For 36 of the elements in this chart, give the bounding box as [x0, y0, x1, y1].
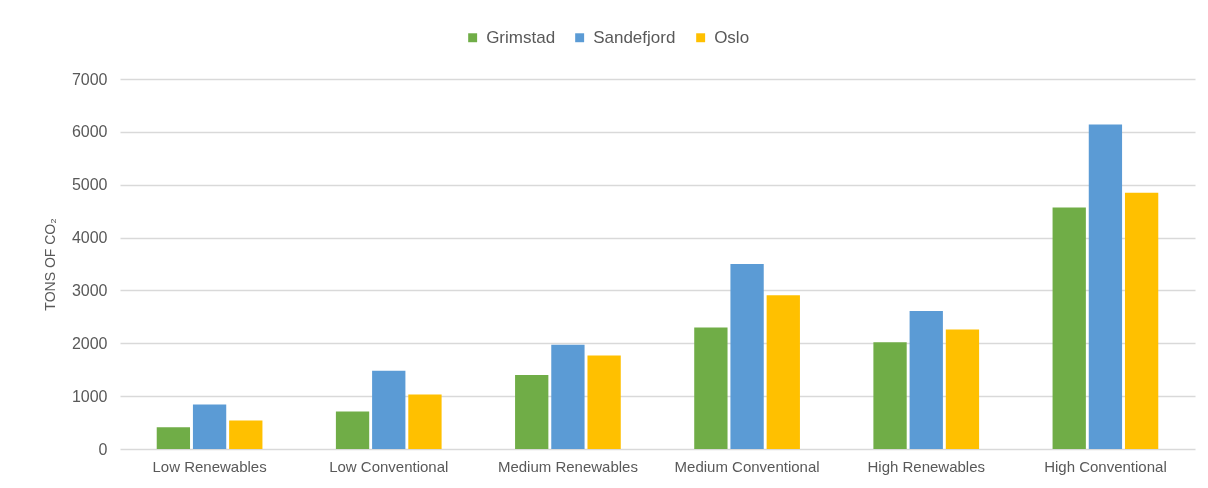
bar [1052, 207, 1086, 449]
bar [766, 295, 800, 449]
bar [587, 355, 621, 449]
bar [372, 370, 406, 449]
legend-label: Grimstad [486, 27, 556, 47]
bar [192, 404, 227, 449]
y-tick-label: 6000 [71, 123, 108, 141]
y-tick-label: 1000 [71, 387, 108, 405]
x-tick-label: Medium Renewables [497, 457, 638, 475]
y-tick-label: 0 [98, 440, 108, 458]
bar [909, 311, 943, 449]
bar [945, 329, 980, 449]
bar [873, 342, 907, 449]
bar [229, 420, 263, 449]
y-tick-label: 5000 [71, 176, 108, 194]
bar [730, 264, 764, 449]
x-tick-label: Medium Conventional [674, 457, 820, 475]
x-tick-label: Low Renewables [152, 457, 267, 475]
x-tick-label: High Conventional [1044, 457, 1167, 475]
bar [1124, 192, 1159, 449]
bar [551, 344, 585, 449]
y-tick-label: 2000 [71, 334, 108, 352]
y-tick-label: 4000 [71, 229, 108, 247]
y-tick-label: 3000 [71, 281, 108, 299]
bar [1088, 124, 1123, 449]
legend-label: Oslo [714, 27, 750, 47]
bar [694, 327, 728, 449]
x-tick-label: High Renewables [867, 457, 986, 475]
bar [335, 411, 370, 449]
x-tick-label: Low Conventional [329, 457, 449, 475]
bar [515, 375, 549, 449]
y-tick-label: 7000 [71, 70, 108, 88]
legend-label: Sandefjord [593, 27, 676, 47]
bar [408, 394, 442, 449]
y-axis-title: TONS OF CO₂ [41, 218, 58, 311]
bar [156, 427, 191, 449]
